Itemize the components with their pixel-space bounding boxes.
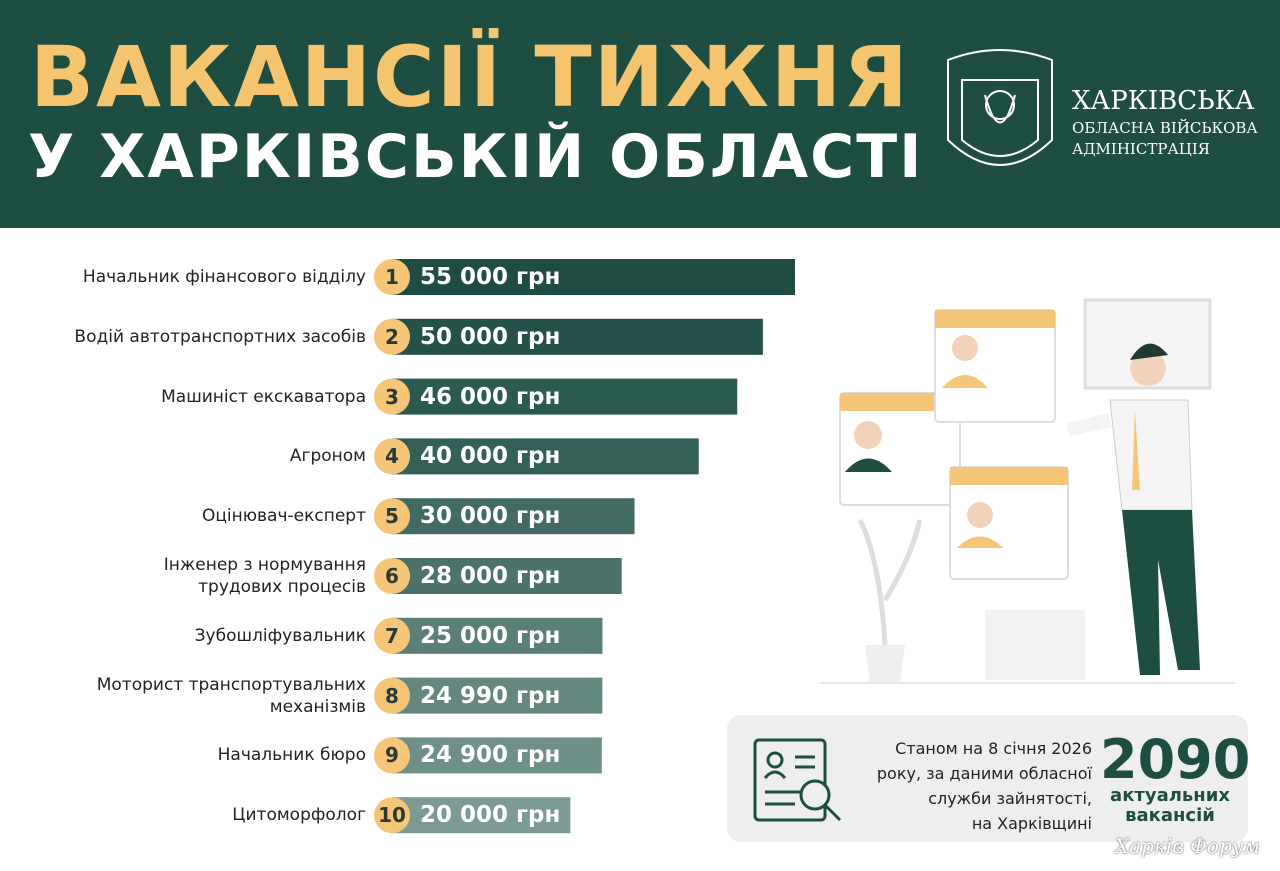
- rank-number: 9: [385, 743, 399, 768]
- rank-badge: [374, 737, 410, 774]
- rank-number: 6: [385, 564, 399, 588]
- rank-badge: [374, 318, 410, 355]
- category-label: Водій автотранспортних засобів: [74, 326, 366, 347]
- rank-badge: [374, 259, 410, 295]
- bar: [392, 558, 622, 594]
- rank-number: 1: [385, 265, 399, 289]
- rank-number: 7: [385, 623, 399, 648]
- bar: [392, 797, 571, 834]
- value-label: 40 000 грн: [420, 443, 561, 470]
- stat-label: актуальних вакансій: [1110, 785, 1230, 826]
- bar: [392, 438, 699, 475]
- bar: [392, 737, 602, 774]
- value-label: 28 000 грн: [420, 563, 561, 589]
- illustration: [820, 298, 1235, 684]
- category-label: Начальник бюро: [217, 745, 366, 766]
- value-label: 25 000 грн: [420, 622, 561, 649]
- category-label: Машиніст екскаватора: [161, 386, 366, 407]
- rank-number: 5: [385, 504, 399, 529]
- coat-of-arms: [947, 49, 1053, 166]
- category-label: Начальник фінансового відділу: [82, 267, 366, 287]
- stat-box: [727, 715, 1248, 842]
- rank-number: 4: [385, 444, 399, 469]
- rank-badge: [374, 677, 410, 714]
- bar: [392, 318, 763, 355]
- category-label: Моторист транспортувальних механізмів: [96, 674, 366, 717]
- bar: [392, 498, 635, 535]
- rank-badge: [374, 438, 410, 475]
- value-label: 46 000 грн: [420, 383, 561, 410]
- stat-number: 2090: [1100, 728, 1251, 791]
- bar: [392, 378, 738, 415]
- rank-number: 3: [385, 384, 399, 409]
- rank-badge: [374, 797, 410, 834]
- category-label: Агроном: [289, 446, 366, 467]
- document-icon: [753, 738, 842, 822]
- category-label: Цитоморфолог: [232, 805, 366, 826]
- value-label: 55 000 грн: [420, 264, 561, 290]
- logo-line: АДМІНІСТРАЦІЯ: [1072, 140, 1210, 158]
- value-label: 24 900 грн: [420, 742, 561, 769]
- rank-badge: [374, 617, 410, 654]
- rank-number: 2: [385, 324, 399, 349]
- category-label: Інженер з нормування трудових процесів: [163, 555, 366, 597]
- bar: [392, 677, 603, 714]
- rank-badge: [374, 378, 410, 415]
- value-label: 24 990 грн: [420, 682, 561, 709]
- bar: [392, 259, 795, 295]
- value-label: 20 000 грн: [420, 802, 561, 829]
- rank-number: 10: [378, 803, 406, 828]
- chart-subtitle: У ХАРКІВСЬКІЙ ОБЛАСТІ: [28, 122, 924, 192]
- logo-line: ХАРКІВСЬКА: [1072, 86, 1255, 116]
- watermark: Харків Форум: [1115, 834, 1260, 858]
- chart-title: ВАКАНСІЇ ТИЖНЯ: [30, 28, 910, 126]
- bar: [392, 617, 603, 654]
- rank-badge: [374, 498, 410, 535]
- rank-badge: [374, 558, 410, 594]
- stat-text: Станом на 8 січня 2026 року, за даними о…: [876, 739, 1092, 833]
- rank-number: 8: [385, 683, 399, 708]
- category-label: Зубошліфувальник: [194, 625, 366, 646]
- category-label: Оцінювач-експерт: [201, 506, 366, 527]
- logo-line: ОБЛАСНА ВІЙСЬКОВА: [1072, 119, 1258, 137]
- value-label: 30 000 грн: [420, 503, 561, 530]
- header-band: [0, 0, 1280, 228]
- value-label: 50 000 грн: [420, 323, 561, 350]
